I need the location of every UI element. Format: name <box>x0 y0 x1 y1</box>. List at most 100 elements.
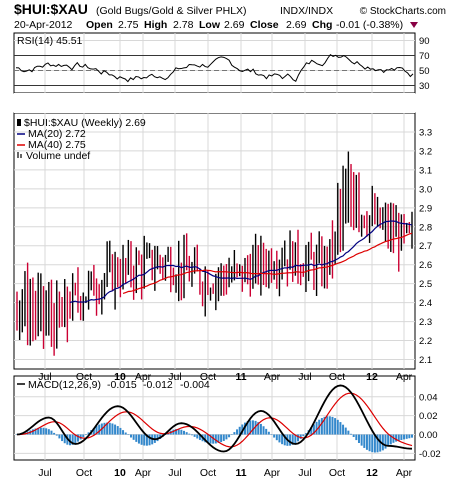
x-axis-label: Oct <box>329 371 345 383</box>
x-axis-label-bottom: Apr <box>135 467 152 479</box>
x-axis-label-bottom: Jul <box>298 467 311 479</box>
macd-hist-bar <box>312 424 315 435</box>
macd-hist-bar <box>347 430 350 435</box>
macd-hist-bar <box>129 434 132 438</box>
price-gridlines <box>14 113 415 369</box>
x-axis-label: Oct <box>76 371 92 383</box>
macd-hist-bar <box>58 434 61 439</box>
macd-hist-bar <box>368 434 371 452</box>
macd-hist-bar <box>204 434 207 443</box>
macd-signal-value: -0.012 <box>143 379 173 391</box>
x-axis-label: 10 <box>114 371 126 383</box>
macd-hist-bar <box>37 427 40 435</box>
macd-hist-bar <box>291 434 294 445</box>
macd-hist-bar <box>350 433 353 435</box>
price-tick-label: 2.5 <box>419 279 432 290</box>
x-axis-label: Jul <box>38 371 51 383</box>
macd-hist-bar <box>403 434 406 440</box>
ma20-legend: MA(20) 2.72 <box>28 128 86 140</box>
x-axis-label: Apr <box>396 371 413 383</box>
macd-hist-bar <box>267 431 270 435</box>
close-label: Close <box>250 19 279 31</box>
macd-hist-bar <box>384 434 387 449</box>
x-axis-labels: Jul Jul Oct Oct 10 10 Apr Apr Jul Jul Oct Oct 11 11 Ap… <box>38 371 412 479</box>
chg-label: Chg <box>312 19 332 31</box>
macd-hist-bar <box>283 434 286 446</box>
copyright-label: © StockCharts.com <box>360 6 446 17</box>
macd-value: -0.015 <box>107 379 137 391</box>
macd-hist-bar <box>315 421 318 435</box>
macd-hist-bar <box>143 434 146 446</box>
macd-signal-line <box>16 392 413 448</box>
macd-hist-bar <box>206 434 209 444</box>
price-tick-label: 2.3 <box>419 317 432 328</box>
macd-hist-bar <box>365 434 368 450</box>
macd-hist-bar <box>108 422 111 435</box>
macd-hist-bar <box>156 434 159 442</box>
macd-hist-bar <box>95 426 98 435</box>
macd-hist-bar <box>50 430 53 435</box>
macd-hist-bar <box>92 427 95 435</box>
rsi-panel <box>13 32 416 94</box>
macd-hist-bar <box>355 434 358 441</box>
close-value: 2.69 <box>286 19 307 31</box>
rsi-tick-label: 30 <box>419 81 430 92</box>
x-axis-label-bottom: 11 <box>235 467 246 479</box>
macd-hist-bar <box>114 424 117 435</box>
macd-hist-bar <box>373 434 376 453</box>
chg-value: -0.01 (-0.38%) <box>336 19 403 31</box>
macd-hist-bar <box>265 428 268 435</box>
macd-hist-bar <box>135 434 138 442</box>
macd-hist-bar <box>270 434 273 436</box>
macd-hist-bar <box>360 434 363 446</box>
macd-hist-bar <box>198 434 201 440</box>
macd-hist-bar <box>273 434 276 438</box>
macd-hist-bar <box>122 430 125 435</box>
macd-hist-bar <box>257 422 260 435</box>
macd-line <box>16 384 413 453</box>
macd-hist-bar <box>98 424 101 435</box>
macd-hist-bar <box>411 434 413 438</box>
macd-hist-bar <box>71 434 74 445</box>
macd-hist-bar <box>336 419 339 435</box>
macd-hist-bar <box>148 434 151 446</box>
macd-hist-bar <box>42 427 45 435</box>
macd-hist-bar <box>334 418 337 435</box>
x-axis-label-bottom: 10 <box>114 467 126 479</box>
price-tick-label: 2.8 <box>419 222 432 233</box>
price-bars <box>16 151 413 356</box>
x-axis-label-bottom: Apr <box>396 467 413 479</box>
rsi-tick-label: 90 <box>419 36 430 47</box>
macd-lines <box>16 384 413 453</box>
low-label: Low <box>199 19 221 31</box>
price-legend-swatch <box>17 119 21 126</box>
macd-hist-bar <box>236 429 239 435</box>
macd-hist-bar <box>246 421 249 435</box>
macd-hist-bar <box>69 434 72 446</box>
x-axis-label: Jul <box>298 371 311 383</box>
macd-hist-bar <box>225 434 228 440</box>
rsi-tick-label: 50 <box>419 66 430 77</box>
rsi-line <box>15 53 414 83</box>
macd-hist-bar <box>196 434 199 439</box>
macd-hist-bar <box>87 432 90 435</box>
rsi-axis: 30 50 70 90 <box>14 36 430 92</box>
macd-label: MACD(12,26,9) <box>28 379 101 391</box>
macd-hist-bar <box>214 434 217 444</box>
x-axis-label-bottom: Apr <box>264 467 281 479</box>
x-axis-label: 11 <box>235 371 246 383</box>
macd-hist-bar <box>331 416 334 435</box>
x-axis-label-bottom: Oct <box>329 467 345 479</box>
price-tick-label: 3.3 <box>419 127 432 138</box>
macd-hist-bar <box>363 434 366 448</box>
price-tick-label: 3.2 <box>419 146 432 157</box>
macd-hist-bar <box>55 434 58 436</box>
macd-hist-bar <box>238 426 241 435</box>
x-axis-label: 12 <box>366 371 378 383</box>
macd-hist-bar <box>259 423 262 435</box>
price-tick-label: 2.6 <box>419 260 432 271</box>
high-value: 2.78 <box>173 19 194 31</box>
open-label: Open <box>86 19 113 31</box>
volume-legend-swatch <box>17 152 19 158</box>
macd-hist-bar <box>357 434 360 443</box>
